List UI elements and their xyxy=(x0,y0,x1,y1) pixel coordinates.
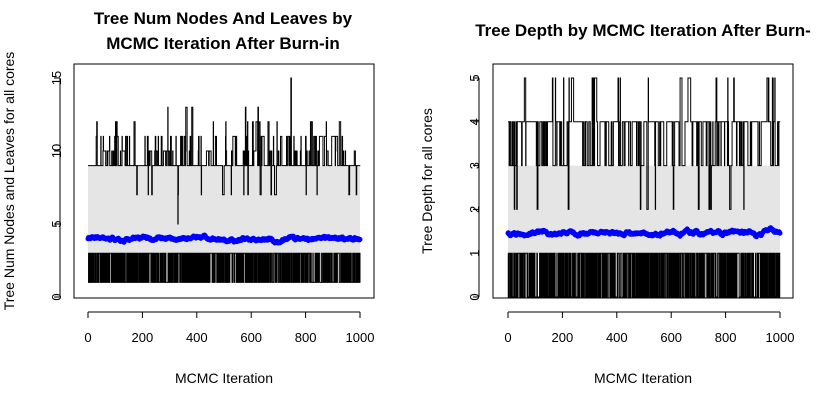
x-tick-label: 600 xyxy=(240,330,262,345)
x-tick-label: 400 xyxy=(606,330,628,345)
y-tick-label: 5 xyxy=(467,74,482,81)
x-tick-label: 0 xyxy=(84,330,91,345)
y-tick-label: 10 xyxy=(49,144,64,158)
x-tick-label: 200 xyxy=(552,330,574,345)
y-tick-label: 2 xyxy=(467,206,482,213)
chart-title: Tree Depth by MCMC Iteration After Burn- xyxy=(475,21,811,40)
x-tick-label: 1000 xyxy=(766,330,795,345)
x-tick-label: 1000 xyxy=(346,330,375,345)
x-tick-label: 800 xyxy=(295,330,317,345)
series-max-trace xyxy=(88,77,361,225)
chart-panel-tree-depth: 0 200 400 600 800 1000 0 1 2 3 4 5 Tree Depth by MCM… xyxy=(419,21,811,386)
chart-panel-nodes-leaves: 0 200 400 600 800 1000 0 5 10 15 Tree Num Nodes An… xyxy=(1,9,375,386)
band-area xyxy=(508,165,780,254)
y-tick-label: 15 xyxy=(49,71,64,85)
x-tick-label: 200 xyxy=(132,330,154,345)
y-tick-label: 0 xyxy=(49,293,64,300)
y-tick-label: 5 xyxy=(49,220,64,227)
y-tick-label: 1 xyxy=(467,250,482,257)
chart-title: MCMC Iteration After Burn-in xyxy=(106,34,340,53)
x-tick-label: 800 xyxy=(715,330,737,345)
series-min-trace xyxy=(88,252,361,283)
series-mean-trace xyxy=(85,232,363,246)
plot-frame xyxy=(492,63,794,299)
plot-frame xyxy=(73,63,375,299)
y-axis-label: Tree Num Nodes and Leaves for all cores xyxy=(1,52,17,311)
y-tick-label: 4 xyxy=(467,118,482,125)
x-tick-label: 0 xyxy=(504,330,511,345)
x-tick-label: 600 xyxy=(660,330,682,345)
chart-title: Tree Num Nodes And Leaves by xyxy=(94,9,353,28)
series-max-trace xyxy=(508,77,781,210)
y-tick-label: 0 xyxy=(467,293,482,300)
x-tick-label: 400 xyxy=(186,330,208,345)
series-min-trace xyxy=(507,252,781,298)
y-tick-label: 3 xyxy=(467,162,482,169)
series-mean-trace xyxy=(505,225,783,240)
x-axis-label: MCMC Iteration xyxy=(594,370,692,386)
y-axis-label: Tree Depth for all cores xyxy=(419,108,435,254)
x-axis-label: MCMC Iteration xyxy=(175,370,273,386)
